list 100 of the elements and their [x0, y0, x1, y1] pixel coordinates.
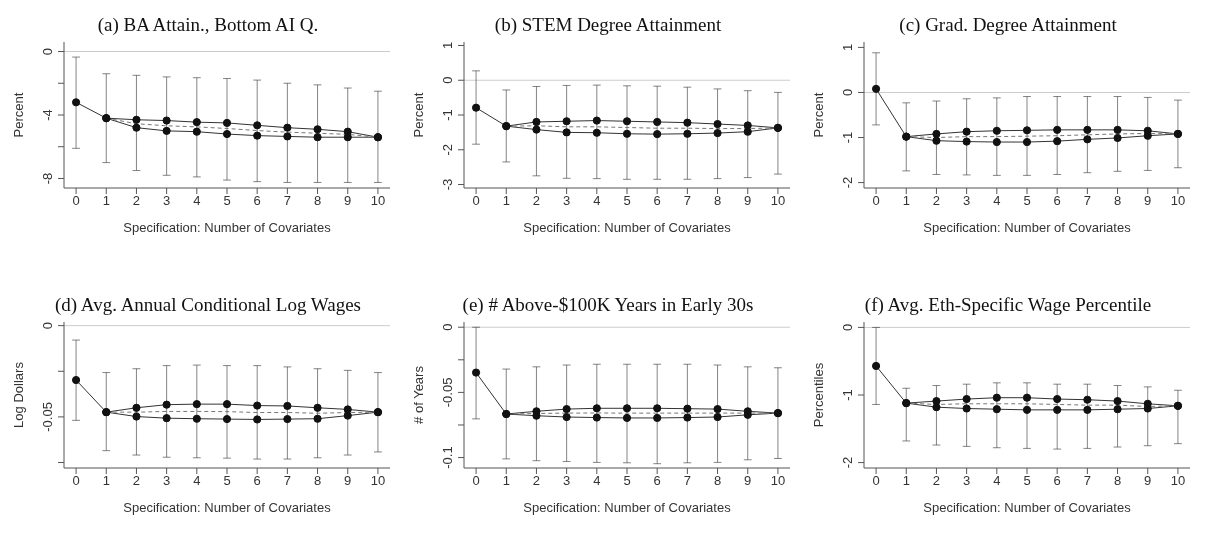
- y-tick-label: -2: [840, 176, 855, 189]
- x-tick-label: 1: [502, 473, 510, 489]
- x-tick-label: 6: [253, 193, 261, 209]
- y-tick-label: -4: [40, 109, 55, 121]
- x-tick-label: 0: [72, 473, 80, 489]
- x-tick-label: 2: [132, 473, 141, 489]
- x-tick-label: 2: [932, 473, 941, 489]
- x-tick-label: 4: [593, 193, 601, 209]
- chart-title: (a) BA Attain., Bottom AI Q.: [97, 14, 319, 36]
- x-tick-label: 9: [744, 193, 752, 209]
- x-tick-label: 4: [193, 193, 201, 209]
- y-axis-title: Percent: [10, 92, 26, 138]
- x-tick-label: 7: [283, 193, 291, 209]
- x-tick-label: 3: [563, 473, 571, 489]
- chart-title: (c) Grad. Degree Attainment: [899, 14, 1117, 36]
- x-tick-label: 3: [163, 473, 171, 489]
- y-axis-title: Percent: [810, 92, 826, 138]
- x-tick-label: 6: [253, 473, 261, 489]
- y-tick-label: 0: [440, 76, 455, 84]
- x-tick-label: 7: [683, 193, 691, 209]
- x-tick-label: 5: [623, 473, 631, 489]
- x-axis-title: Specification: Number of Covariates: [123, 500, 332, 515]
- x-tick-label: 5: [1023, 473, 1031, 489]
- x-tick-label: 1: [102, 473, 110, 489]
- chart-title: (b) STEM Degree Attainment: [494, 14, 722, 36]
- y-tick-label: -2: [440, 143, 455, 156]
- x-tick-label: 3: [563, 193, 571, 209]
- y-tick-label: -8: [40, 172, 55, 185]
- y-axis-title: Percent: [410, 92, 426, 138]
- x-tick-label: 2: [532, 193, 541, 209]
- x-tick-label: 9: [1144, 473, 1152, 489]
- y-tick-label: 0: [40, 322, 55, 330]
- x-tick-label: 6: [653, 193, 661, 209]
- x-tick-label: 6: [1053, 473, 1061, 489]
- x-tick-label: 10: [1170, 193, 1186, 209]
- x-tick-label: 8: [1113, 193, 1122, 209]
- x-tick-label: 7: [683, 473, 691, 489]
- x-tick-label: 2: [532, 473, 541, 489]
- y-tick-label: -1: [440, 109, 455, 121]
- x-tick-label: 5: [623, 193, 631, 209]
- y-tick-label: -0.1: [440, 446, 455, 469]
- x-tick-label: 2: [932, 193, 941, 209]
- y-tick-label: -0.05: [40, 402, 55, 432]
- y-tick-label: 0: [40, 47, 55, 56]
- x-tick-label: 4: [193, 473, 201, 489]
- chart-title: (d) Avg. Annual Conditional Log Wages: [55, 294, 361, 316]
- x-tick-label: 1: [102, 193, 110, 209]
- x-tick-label: 7: [1083, 473, 1091, 489]
- x-tick-label: 7: [283, 473, 291, 489]
- y-axis-title: Percentiles: [810, 362, 826, 428]
- x-tick-label: 8: [313, 193, 322, 209]
- x-tick-label: 5: [223, 193, 231, 209]
- x-tick-label: 1: [902, 193, 910, 209]
- x-tick-label: 0: [872, 193, 880, 209]
- y-tick-label: -0.05: [440, 377, 455, 408]
- x-tick-label: 0: [472, 193, 480, 209]
- x-tick-label: 1: [502, 193, 510, 209]
- y-tick-label: -1: [840, 389, 855, 401]
- x-tick-label: 7: [1083, 193, 1091, 209]
- chart-title: (f) Avg. Eth-Specific Wage Percentile: [864, 294, 1152, 316]
- x-tick-label: 8: [713, 473, 722, 489]
- x-tick-label: 0: [872, 473, 880, 489]
- x-tick-label: 2: [132, 193, 141, 209]
- x-tick-label: 1: [902, 473, 910, 489]
- x-tick-label: 3: [163, 193, 171, 209]
- y-tick-label: -1: [840, 131, 855, 144]
- y-tick-label: 0: [440, 323, 455, 331]
- x-axis-title: Specification: Number of Covariates: [123, 220, 332, 235]
- y-tick-label: 1: [440, 41, 455, 50]
- x-axis-title: Specification: Number of Covariates: [523, 500, 732, 515]
- x-axis-title: Specification: Number of Covariates: [923, 220, 1132, 235]
- x-tick-label: 9: [744, 473, 752, 489]
- x-tick-label: 4: [593, 473, 601, 489]
- x-tick-label: 0: [472, 473, 480, 489]
- x-tick-label: 4: [993, 473, 1001, 489]
- x-tick-label: 9: [344, 193, 352, 209]
- x-axis-title: Specification: Number of Covariates: [523, 220, 732, 235]
- x-tick-label: 10: [370, 193, 386, 209]
- x-tick-label: 5: [1023, 193, 1031, 209]
- x-tick-label: 3: [963, 193, 971, 209]
- x-tick-label: 4: [993, 193, 1001, 209]
- x-tick-label: 0: [72, 193, 80, 209]
- x-tick-label: 10: [1170, 473, 1186, 489]
- x-tick-label: 10: [770, 193, 786, 209]
- y-tick-label: 0: [840, 88, 855, 97]
- x-tick-label: 9: [1144, 193, 1152, 209]
- x-tick-label: 3: [963, 473, 971, 489]
- x-tick-label: 8: [1113, 473, 1122, 489]
- x-axis-title: Specification: Number of Covariates: [923, 500, 1132, 515]
- x-tick-label: 5: [223, 473, 231, 489]
- y-tick-label: -3: [440, 178, 455, 191]
- y-tick-label: -2: [840, 456, 855, 469]
- y-tick-label: 0: [840, 323, 855, 332]
- x-tick-label: 8: [713, 193, 722, 209]
- x-tick-label: 10: [370, 473, 386, 489]
- y-axis-title: Log Dollars: [10, 361, 26, 428]
- x-tick-label: 6: [653, 473, 661, 489]
- x-tick-label: 8: [313, 473, 322, 489]
- y-axis-title: # of Years: [410, 365, 426, 424]
- x-tick-label: 6: [1053, 193, 1061, 209]
